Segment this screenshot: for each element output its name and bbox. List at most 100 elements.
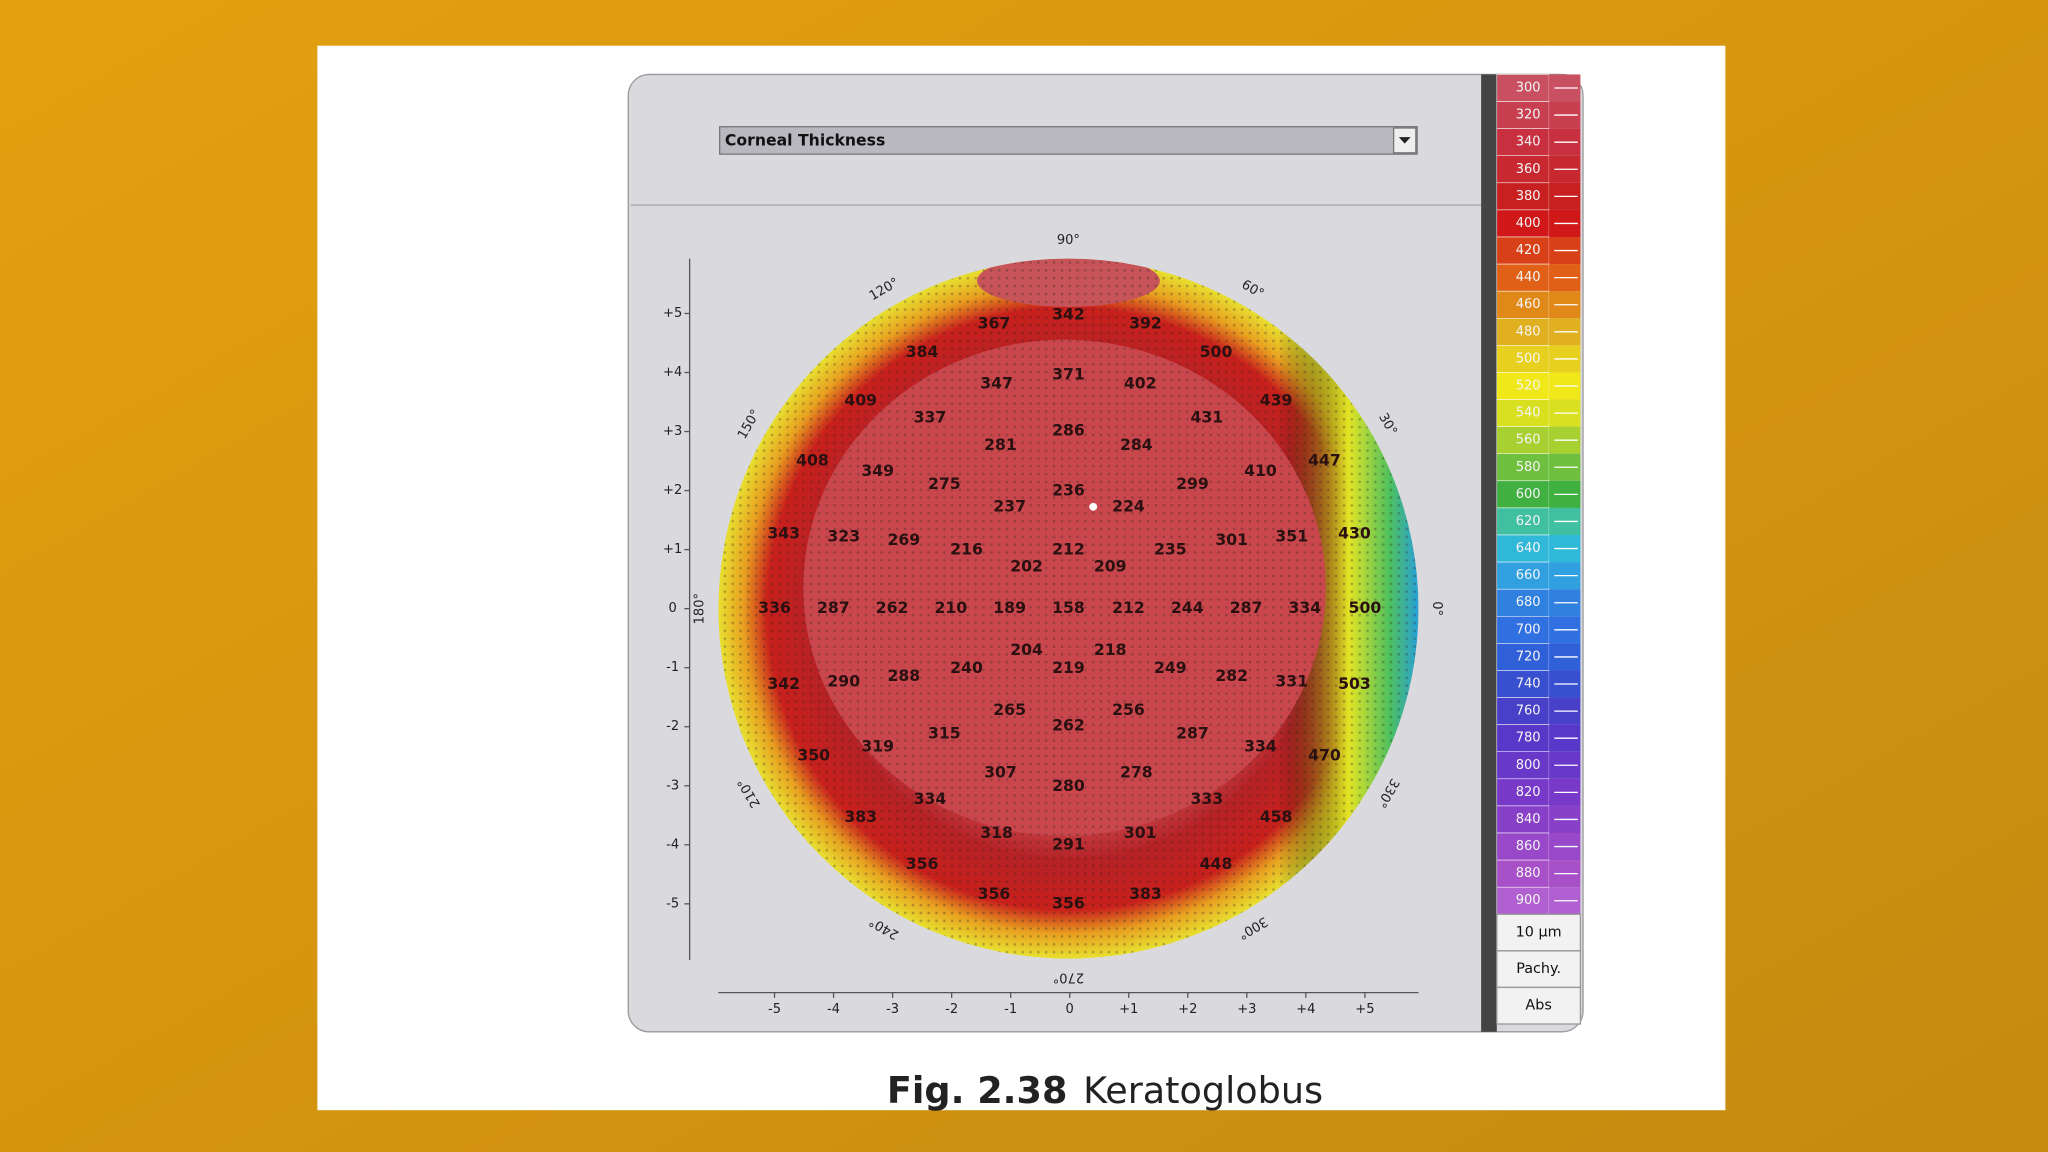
thickness-reading: 218 xyxy=(1094,640,1127,659)
scale-swatch xyxy=(1496,561,1550,590)
thickness-reading: 392 xyxy=(1129,313,1162,332)
scale-label: 780 xyxy=(1516,731,1541,746)
thickness-reading: 237 xyxy=(993,496,1026,515)
y-tick-label: -2 xyxy=(666,719,679,734)
thickness-reading: 282 xyxy=(1215,666,1248,685)
scale-swatch xyxy=(1496,643,1550,671)
thickness-reading: 189 xyxy=(993,598,1026,617)
scale-button-label: Pachy. xyxy=(1516,961,1561,977)
scale-label: 480 xyxy=(1516,324,1541,339)
scale-swatch xyxy=(1496,101,1550,129)
thickness-reading: 269 xyxy=(887,530,920,549)
x-tick-label: 0 xyxy=(1066,1002,1074,1017)
thickness-reading: 470 xyxy=(1308,746,1341,765)
thickness-reading: 342 xyxy=(767,674,800,693)
scale-swatch xyxy=(1496,74,1550,102)
thickness-reading: 209 xyxy=(1094,556,1127,575)
thickness-reading: 371 xyxy=(1052,364,1085,383)
thickness-reading: 236 xyxy=(1052,481,1085,500)
thickness-reading: 210 xyxy=(935,598,968,617)
x-tick-label: +4 xyxy=(1296,1002,1315,1017)
scale-button[interactable] xyxy=(1496,913,1582,952)
scale-label: 500 xyxy=(1516,351,1541,366)
thickness-reading: 333 xyxy=(1191,789,1224,808)
thickness-reading: 288 xyxy=(887,666,920,685)
dropdown[interactable] xyxy=(719,126,1418,155)
thickness-reading: 318 xyxy=(980,823,1013,842)
thickness-reading: 262 xyxy=(1052,716,1085,735)
scale-label: 540 xyxy=(1516,406,1541,421)
thickness-reading: 334 xyxy=(914,789,947,808)
thickness-reading: 244 xyxy=(1171,598,1204,617)
x-tick-label: -3 xyxy=(886,1002,899,1017)
scale-swatch xyxy=(1496,128,1550,156)
y-tick-label: -5 xyxy=(666,896,679,911)
thickness-reading: 235 xyxy=(1154,539,1187,558)
scale-label: 740 xyxy=(1516,677,1541,692)
thickness-reading: 448 xyxy=(1200,854,1233,873)
apex-marker xyxy=(1089,502,1098,511)
scale-swatch xyxy=(1496,832,1550,861)
thickness-reading: 219 xyxy=(1052,658,1085,677)
thickness-reading: 351 xyxy=(1275,526,1308,545)
thickness-reading: 383 xyxy=(844,807,877,826)
scale-label: 680 xyxy=(1516,595,1541,610)
y-tick-label: +5 xyxy=(663,306,682,321)
scale-label: 860 xyxy=(1516,839,1541,854)
thickness-reading: 287 xyxy=(817,598,850,617)
thickness-reading: 284 xyxy=(1120,435,1153,454)
thickness-reading: 216 xyxy=(950,539,983,558)
scale-button[interactable] xyxy=(1496,986,1582,1025)
scale-label: 440 xyxy=(1516,270,1541,285)
scale-swatch xyxy=(1496,670,1550,698)
scale-label: 380 xyxy=(1516,189,1541,204)
y-tick-label: -1 xyxy=(666,660,679,675)
scale-swatch xyxy=(1496,724,1550,752)
caption-number: Fig. 2.38 xyxy=(887,1068,1068,1111)
scale-swatch xyxy=(1496,534,1550,563)
thickness-reading: 409 xyxy=(844,390,877,409)
scale-label: 400 xyxy=(1516,216,1541,231)
scale-label: 820 xyxy=(1516,785,1541,800)
thickness-reading: 349 xyxy=(861,461,894,480)
thickness-reading: 503 xyxy=(1338,674,1371,693)
thickness-reading: 350 xyxy=(797,746,830,765)
thickness-reading: 319 xyxy=(861,737,894,756)
thickness-reading: 430 xyxy=(1338,524,1371,543)
thickness-reading: 431 xyxy=(1191,407,1224,426)
scale-swatch xyxy=(1496,182,1550,211)
thickness-reading: 342 xyxy=(1052,304,1085,323)
scale-label: 360 xyxy=(1516,162,1541,177)
thickness-reading: 286 xyxy=(1052,421,1085,440)
scale-swatch xyxy=(1496,751,1550,780)
thickness-reading: 408 xyxy=(796,451,829,470)
scale-label: 800 xyxy=(1516,758,1541,773)
caption: Fig. 2.38 Keratoglobus xyxy=(887,1068,1323,1111)
scale-label: 760 xyxy=(1516,704,1541,719)
thickness-reading: 224 xyxy=(1112,496,1145,515)
thickness-reading: 204 xyxy=(1010,640,1043,659)
scale-label: 420 xyxy=(1516,243,1541,258)
scale-label: 880 xyxy=(1516,866,1541,881)
thickness-reading: 323 xyxy=(827,526,860,545)
thickness-reading: 275 xyxy=(928,474,961,493)
thickness-map xyxy=(718,258,1419,959)
scale-label: 300 xyxy=(1516,80,1541,95)
dropdown-arrow xyxy=(1398,137,1411,144)
scale-label: 580 xyxy=(1516,460,1541,475)
y-tick-label: +4 xyxy=(663,365,682,380)
thickness-reading: 301 xyxy=(1124,823,1157,842)
scale-swatch xyxy=(1496,426,1550,454)
y-tick-label: +3 xyxy=(663,424,682,439)
thickness-reading: 458 xyxy=(1260,807,1293,826)
scale-button-label: 10 µm xyxy=(1516,925,1562,941)
thickness-reading: 291 xyxy=(1052,835,1085,854)
x-tick-label: +5 xyxy=(1355,1002,1374,1017)
thickness-reading: 336 xyxy=(758,598,791,617)
thickness-reading: 287 xyxy=(1176,724,1209,743)
thickness-reading: 287 xyxy=(1230,598,1263,617)
thickness-reading: 367 xyxy=(978,313,1011,332)
thickness-reading: 356 xyxy=(906,854,939,873)
thickness-reading: 383 xyxy=(1129,884,1162,903)
scale-swatch xyxy=(1496,453,1550,482)
